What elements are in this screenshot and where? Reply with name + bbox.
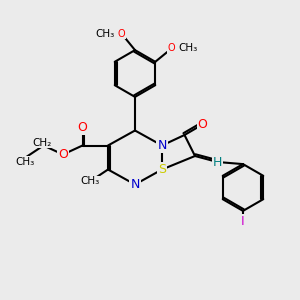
Text: O: O	[198, 118, 207, 131]
Text: CH₂: CH₂	[32, 137, 52, 148]
Text: CH₃: CH₃	[178, 43, 198, 53]
Text: N: N	[130, 178, 140, 191]
Text: O: O	[58, 148, 68, 161]
Text: CH₃: CH₃	[80, 176, 100, 187]
Text: O: O	[78, 121, 87, 134]
Text: H: H	[213, 155, 222, 169]
Text: N: N	[157, 139, 167, 152]
Text: CH₃: CH₃	[16, 157, 35, 167]
Text: O: O	[118, 28, 125, 39]
Text: CH₃: CH₃	[95, 28, 115, 39]
Text: O: O	[168, 43, 176, 53]
Text: I: I	[241, 215, 245, 228]
Text: S: S	[158, 163, 166, 176]
